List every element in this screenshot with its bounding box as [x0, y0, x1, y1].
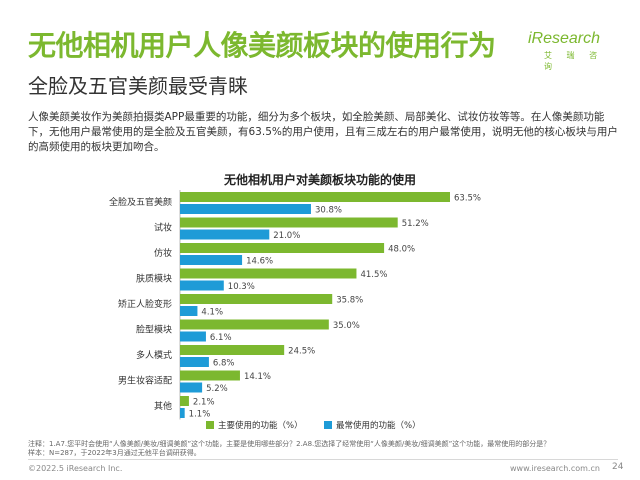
category-label: 矫正人脸变形 [118, 298, 172, 310]
data-label: 10.3% [228, 282, 255, 292]
page-number: 24 [612, 462, 624, 472]
bar-main [180, 243, 385, 253]
data-label: 63.5% [454, 194, 481, 204]
data-label: 2.1% [193, 398, 215, 408]
bar-main [180, 396, 189, 406]
category-label: 全脸及五官美颜 [109, 196, 172, 208]
category-label: 其他 [154, 400, 172, 412]
category-label: 试妆 [154, 222, 172, 234]
iresearch-logo: iResearch 艾 瑞 咨 询 [528, 30, 624, 72]
website-text: www.iresearch.com.cn [510, 464, 600, 473]
data-label: 48.0% [388, 245, 415, 255]
bar-most [180, 204, 311, 214]
logo-subtext: 艾 瑞 咨 询 [544, 51, 604, 71]
bar-main [180, 319, 329, 330]
data-label: 35.0% [333, 321, 360, 331]
data-label: 21.0% [273, 231, 300, 241]
data-label: 14.1% [244, 372, 271, 382]
bar-most [180, 306, 198, 316]
page-subtitle: 全脸及五官美颜最受青睐 [28, 74, 248, 98]
copyright-text: ©2022.5 iResearch Inc. [28, 464, 123, 473]
data-label: 24.5% [288, 347, 315, 357]
data-label: 14.6% [246, 257, 273, 267]
bar-most [180, 357, 209, 367]
data-label: 6.1% [210, 333, 232, 343]
footer-divider [28, 459, 618, 460]
bar-main [180, 294, 333, 304]
data-label: 30.8% [315, 206, 342, 216]
data-label: 51.2% [402, 219, 429, 229]
data-label: 35.8% [336, 296, 363, 306]
description-text: 人像美颜美妆作为美颜拍摄类APP最重要的功能，细分为多个板块，如全脸美颜、局部美… [28, 111, 618, 153]
page-title: 无他相机用户人像美颜板块的使用行为 [28, 29, 496, 62]
bar-main [180, 345, 285, 355]
bar-main [180, 192, 450, 202]
bar-main [180, 370, 240, 381]
data-label: 4.1% [201, 308, 223, 318]
category-label: 脸型模块 [136, 324, 172, 336]
data-label: 41.5% [360, 270, 387, 280]
bar-most [180, 280, 224, 291]
bar-main [180, 268, 357, 279]
footnote: 注释：1.A7.您平时会使用“人像美颜/美妆/细调美颜”这个功能，主要是使用哪些… [28, 440, 618, 458]
category-label: 多人模式 [136, 349, 172, 361]
bar-chart: 全脸及五官美颜 63.5% 30.8% 试妆 51.2% 21.0% 仿妆 48.0% 14.6… [109, 190, 481, 431]
data-label: 6.8% [213, 359, 235, 369]
bar-most [180, 382, 203, 393]
footnote-line-1: 注释：1.A7.您平时会使用“人像美颜/美妆/细调美颜”这个功能，主要是使用哪些… [28, 440, 551, 448]
footnote-line-2: 样本：N=287，于2022年3月通过无他平台调研获得。 [28, 449, 201, 457]
bar-most [180, 408, 185, 418]
bar-most [180, 255, 243, 265]
category-label: 男生妆容适配 [118, 375, 172, 387]
data-label: 5.2% [206, 384, 228, 394]
logo-text: iResearch [528, 30, 601, 47]
category-label: 肤质模块 [136, 273, 172, 285]
bar-most [180, 331, 206, 342]
bar-main [180, 217, 398, 228]
legend-label: 最常使用的功能（%） [336, 420, 421, 431]
data-label: 1.1% [189, 410, 211, 420]
bar-most [180, 229, 270, 240]
chart-title: 无他相机用户对美颜板块功能的使用 [223, 173, 416, 187]
legend-swatch [206, 421, 214, 429]
category-label: 仿妆 [154, 247, 172, 259]
legend-swatch [324, 421, 332, 429]
legend-label: 主要使用的功能（%） [218, 420, 303, 431]
